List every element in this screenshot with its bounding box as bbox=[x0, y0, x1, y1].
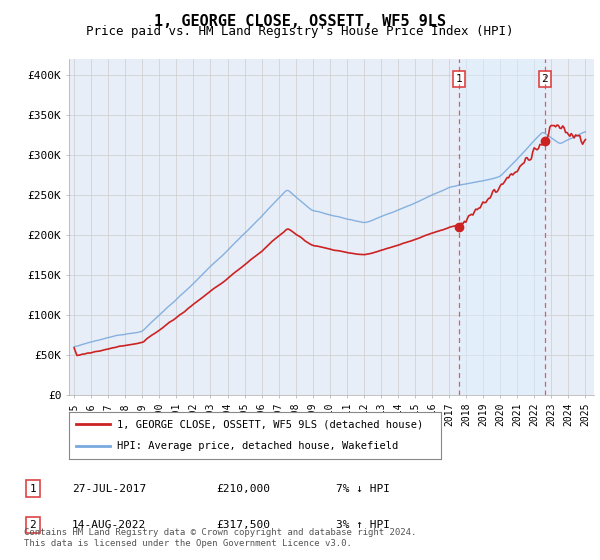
Text: 1, GEORGE CLOSE, OSSETT, WF5 9LS (detached house): 1, GEORGE CLOSE, OSSETT, WF5 9LS (detach… bbox=[118, 419, 424, 430]
Text: 1: 1 bbox=[29, 484, 37, 493]
Text: 27-JUL-2017: 27-JUL-2017 bbox=[72, 484, 146, 493]
Text: £210,000: £210,000 bbox=[216, 484, 270, 493]
Text: 1: 1 bbox=[455, 74, 463, 84]
Bar bbox=[459, 59, 545, 395]
Text: Price paid vs. HM Land Registry's House Price Index (HPI): Price paid vs. HM Land Registry's House … bbox=[86, 25, 514, 38]
Text: 2: 2 bbox=[542, 74, 548, 84]
Text: £317,500: £317,500 bbox=[216, 520, 270, 530]
Text: 2: 2 bbox=[29, 520, 37, 530]
Text: 14-AUG-2022: 14-AUG-2022 bbox=[72, 520, 146, 530]
Text: Contains HM Land Registry data © Crown copyright and database right 2024.
This d: Contains HM Land Registry data © Crown c… bbox=[24, 528, 416, 548]
Text: 3% ↑ HPI: 3% ↑ HPI bbox=[336, 520, 390, 530]
Text: 7% ↓ HPI: 7% ↓ HPI bbox=[336, 484, 390, 493]
Text: HPI: Average price, detached house, Wakefield: HPI: Average price, detached house, Wake… bbox=[118, 441, 398, 451]
Text: 1, GEORGE CLOSE, OSSETT, WF5 9LS: 1, GEORGE CLOSE, OSSETT, WF5 9LS bbox=[154, 14, 446, 29]
